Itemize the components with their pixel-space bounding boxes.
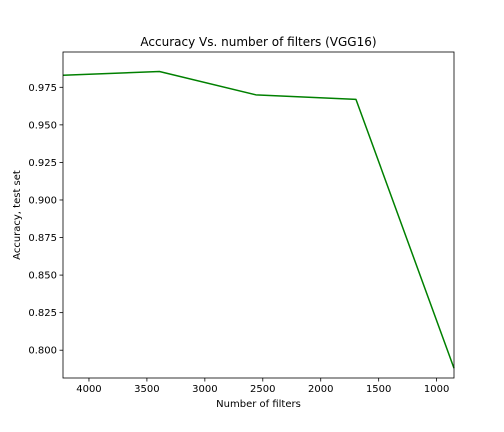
series-line-0	[63, 72, 454, 369]
y-tick-label: 0.825	[28, 308, 57, 319]
x-tick-label: 4000	[76, 384, 101, 395]
y-tick-label: 0.900	[28, 195, 57, 206]
x-axis-ticks: 4000 3500 3000 2500 2000 1500 1000	[76, 378, 449, 395]
y-axis-label: Accuracy, test set	[12, 170, 23, 260]
chart-title: Accuracy Vs. number of filters (VGG16)	[140, 35, 376, 49]
y-tick-label: 0.875	[28, 233, 57, 244]
y-tick-label: 0.850	[28, 271, 57, 282]
y-axis-ticks: 0.800 0.825 0.850 0.875 0.900 0.925 0.950 0.975	[28, 83, 63, 357]
plot-frame	[63, 52, 454, 378]
y-tick-label: 0.925	[28, 158, 57, 169]
y-tick-label: 0.975	[28, 83, 57, 94]
series-layer	[63, 72, 454, 369]
x-axis-label: Number of filters	[216, 399, 301, 410]
x-tick-label: 1500	[366, 384, 391, 395]
x-tick-label: 3000	[192, 384, 217, 395]
x-tick-label: 2000	[308, 384, 333, 395]
x-tick-label: 1000	[424, 384, 449, 395]
y-tick-label: 0.950	[28, 120, 57, 131]
y-tick-label: 0.800	[28, 346, 57, 357]
x-tick-label: 2500	[250, 384, 275, 395]
x-tick-label: 3500	[134, 384, 159, 395]
